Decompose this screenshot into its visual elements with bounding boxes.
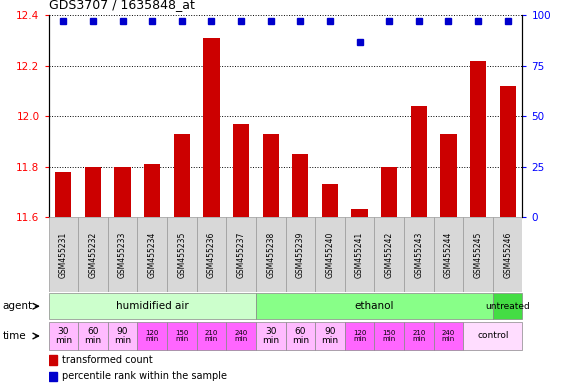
Bar [167,322,196,350]
Text: agent: agent [3,301,33,311]
Bar [375,217,404,292]
Text: 30
min: 30 min [55,327,72,345]
Bar [404,322,433,350]
Text: 150
min: 150 min [383,330,396,342]
Text: GSM455243: GSM455243 [415,231,423,278]
Bar [351,209,368,217]
Bar [345,217,375,292]
Bar [108,217,138,292]
Bar [463,322,522,350]
Bar [256,322,286,350]
Text: GSM455240: GSM455240 [325,231,335,278]
Bar [49,322,78,350]
Bar [226,322,256,350]
Bar [49,217,78,292]
Bar [433,217,463,292]
Bar [404,217,433,292]
Bar [411,106,427,217]
Text: control: control [477,331,509,341]
Text: 210
min: 210 min [205,330,218,342]
Bar [493,217,522,292]
Bar [49,372,57,381]
Text: GSM455245: GSM455245 [473,231,482,278]
Text: ethanol: ethanol [355,301,394,311]
Bar [375,322,404,350]
Bar [263,134,279,217]
Bar [322,184,338,217]
Bar [256,217,286,292]
Text: GDS3707 / 1635848_at: GDS3707 / 1635848_at [49,0,194,12]
Bar [233,124,249,217]
Text: transformed count: transformed count [62,355,152,365]
Text: 90
min: 90 min [321,327,339,345]
Bar [286,322,315,350]
Text: 60
min: 60 min [292,327,309,345]
Text: 90
min: 90 min [114,327,131,345]
Text: GSM455244: GSM455244 [444,231,453,278]
Bar [470,61,486,217]
Bar [174,134,190,217]
Bar [500,86,516,217]
Text: 210
min: 210 min [412,330,425,342]
Text: percentile rank within the sample: percentile rank within the sample [62,371,227,381]
Text: 120
min: 120 min [353,330,366,342]
Bar [292,154,308,217]
Bar [196,322,226,350]
Bar [345,322,375,350]
Text: GSM455237: GSM455237 [236,231,246,278]
Text: 120
min: 120 min [146,330,159,342]
Bar [78,217,108,292]
Text: GSM455231: GSM455231 [59,231,68,278]
Text: 30
min: 30 min [262,327,279,345]
Bar [49,293,256,319]
Text: 60
min: 60 min [85,327,102,345]
Bar [138,217,167,292]
Text: GSM455242: GSM455242 [385,231,393,278]
Bar [286,217,315,292]
Text: 240
min: 240 min [235,330,248,342]
Bar [493,293,522,319]
Text: GSM455238: GSM455238 [266,231,275,278]
Text: GSM455239: GSM455239 [296,231,305,278]
Text: GSM455235: GSM455235 [178,231,186,278]
Bar [78,322,108,350]
Bar [381,167,397,217]
Text: 150
min: 150 min [175,330,188,342]
Bar [203,38,220,217]
Bar [256,293,493,319]
Text: GSM455233: GSM455233 [118,231,127,278]
Text: GSM455234: GSM455234 [148,231,156,278]
Text: time: time [3,331,26,341]
Text: 240
min: 240 min [442,330,455,342]
Bar [196,217,226,292]
Bar [226,217,256,292]
Bar [315,217,345,292]
Bar [85,167,101,217]
Text: untreated: untreated [485,302,530,311]
Bar [463,217,493,292]
Bar [108,322,138,350]
Text: GSM455241: GSM455241 [355,231,364,278]
Bar [114,167,131,217]
Text: GSM455232: GSM455232 [89,231,98,278]
Bar [49,355,57,365]
Text: GSM455246: GSM455246 [503,231,512,278]
Text: humidified air: humidified air [116,301,188,311]
Bar [440,134,457,217]
Bar [433,322,463,350]
Bar [138,322,167,350]
Bar [315,322,345,350]
Bar [167,217,196,292]
Bar [55,172,71,217]
Bar [144,164,160,217]
Text: GSM455236: GSM455236 [207,231,216,278]
